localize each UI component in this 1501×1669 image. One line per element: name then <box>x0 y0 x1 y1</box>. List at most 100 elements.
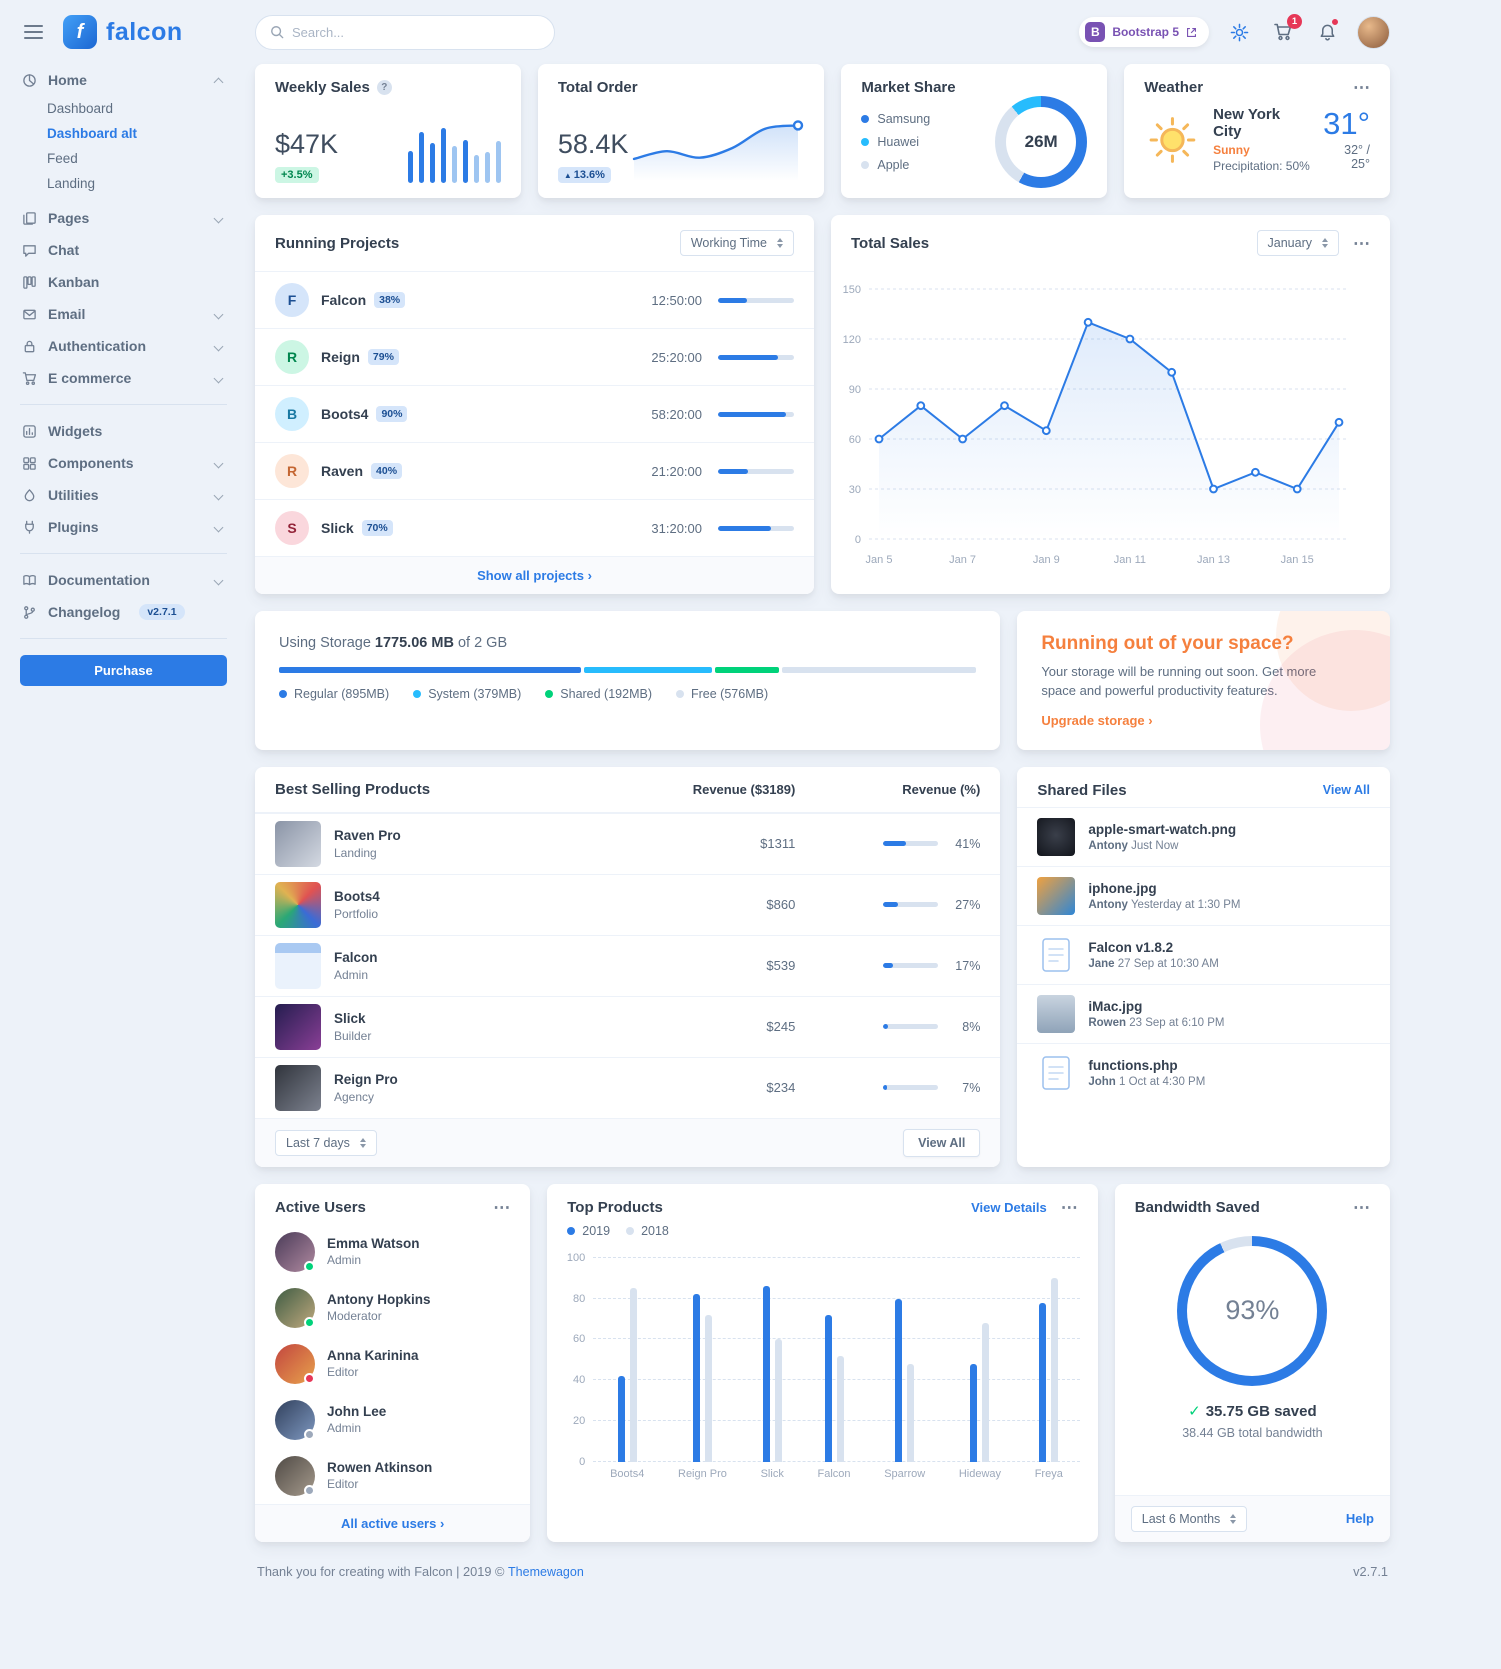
period-select[interactable]: Last 6 Months <box>1130 1505 1248 1532</box>
themewagon-link[interactable]: Themewagon <box>508 1564 584 1579</box>
project-row[interactable]: B Boots4 90% 58:20:00 <box>255 385 814 442</box>
bar-group[interactable]: Falcon <box>818 1314 851 1486</box>
legend-item[interactable]: 2018 <box>626 1224 669 1238</box>
card-menu-button[interactable]: ⋯ <box>493 1197 511 1217</box>
svg-text:60: 60 <box>849 434 861 446</box>
all-active-users-link[interactable]: All active users › <box>340 1515 445 1531</box>
project-name[interactable]: Falcon <box>321 292 367 308</box>
bootstrap-badge[interactable]: B Bootstrap 5 <box>1079 17 1209 47</box>
project-row[interactable]: S Slick 70% 31:20:00 <box>255 499 814 556</box>
search-input[interactable] <box>292 24 540 40</box>
product-name[interactable]: Reign Pro <box>334 1071 398 1087</box>
table-row[interactable]: Raven Pro Landing $1311 41% <box>255 812 1001 874</box>
list-item[interactable]: Antony Hopkins Moderator <box>255 1280 530 1336</box>
purchase-button[interactable]: Purchase <box>20 655 227 686</box>
list-item[interactable]: John Lee Admin <box>255 1392 530 1448</box>
view-all-link[interactable]: View All <box>1322 783 1370 798</box>
list-item[interactable]: iphone.jpg Antony Yesterday at 1:30 PM <box>1017 865 1390 925</box>
product-name[interactable]: Boots4 <box>334 888 380 904</box>
upgrade-storage-link[interactable]: Upgrade storage › <box>1041 712 1153 728</box>
project-row[interactable]: R Raven 40% 21:20:00 <box>255 442 814 499</box>
view-all-button[interactable]: View All <box>903 1128 981 1157</box>
list-item[interactable]: Emma Watson Admin <box>255 1224 530 1280</box>
revenue-bar <box>883 963 939 969</box>
bar-group[interactable]: Freya <box>1035 1278 1063 1486</box>
project-name[interactable]: Slick <box>321 520 354 536</box>
card-menu-button[interactable]: ⋯ <box>1353 1197 1370 1217</box>
show-all-projects-link[interactable]: Show all projects › <box>477 568 592 583</box>
list-item[interactable]: functions.php John 1 Oct at 4:30 PM <box>1017 1042 1390 1102</box>
bar-group[interactable]: Slick <box>761 1286 784 1485</box>
file-name[interactable]: iMac.jpg <box>1088 998 1143 1014</box>
sidebar-item-landing[interactable]: Landing <box>47 176 96 191</box>
table-row[interactable]: Reign Pro Agency $234 7% <box>255 1056 1001 1118</box>
project-name[interactable]: Reign <box>321 349 360 365</box>
sidebar-item-pages[interactable]: Pages <box>20 202 227 234</box>
user-name[interactable]: Rowen Atkinson <box>327 1460 433 1476</box>
file-name[interactable]: Falcon v1.8.2 <box>1088 939 1174 955</box>
sidebar-item-ecommerce[interactable]: E commerce <box>20 362 227 394</box>
bar-group[interactable]: Sparrow <box>884 1298 925 1486</box>
file-name[interactable]: apple-smart-watch.png <box>1088 821 1237 837</box>
help-link[interactable]: Help <box>1345 1511 1374 1527</box>
list-item[interactable]: apple-smart-watch.png Antony Just Now <box>1017 806 1390 866</box>
table-row[interactable]: Slick Builder $245 8% <box>255 995 1001 1057</box>
file-name[interactable]: iphone.jpg <box>1088 880 1157 896</box>
project-row[interactable]: F Falcon 38% 12:50:00 <box>255 271 814 328</box>
product-name[interactable]: Falcon <box>334 949 378 965</box>
sidebar-item-chat[interactable]: Chat <box>20 234 227 266</box>
sidebar-item-utilities[interactable]: Utilities <box>20 479 227 511</box>
project-name[interactable]: Boots4 <box>321 406 369 422</box>
working-time-select[interactable]: Working Time <box>679 230 794 256</box>
menu-toggle-button[interactable] <box>20 21 47 43</box>
user-name[interactable]: Emma Watson <box>327 1236 420 1252</box>
sidebar-item-changelog[interactable]: Changelog v2.7.1 <box>20 596 227 628</box>
list-item[interactable]: Anna Karinina Editor <box>255 1336 530 1392</box>
user-name[interactable]: Antony Hopkins <box>327 1292 431 1308</box>
sidebar-item-authentication[interactable]: Authentication <box>20 330 227 362</box>
notifications-bell-button[interactable] <box>1313 18 1341 46</box>
help-icon[interactable]: ? <box>376 80 392 95</box>
file-name[interactable]: functions.php <box>1088 1057 1178 1073</box>
sidebar-item-email[interactable]: Email <box>20 298 227 330</box>
sidebar-item-plugins[interactable]: Plugins <box>20 511 227 543</box>
project-name[interactable]: Raven <box>321 463 364 479</box>
brand-logo[interactable]: f falcon <box>63 15 183 49</box>
month-select[interactable]: January <box>1256 230 1339 256</box>
sidebar-item-documentation[interactable]: Documentation <box>20 564 227 596</box>
legend-item[interactable]: 2019 <box>567 1224 610 1238</box>
user-name[interactable]: Anna Karinina <box>327 1348 419 1364</box>
product-name[interactable]: Slick <box>334 1010 366 1026</box>
bar-group[interactable]: Hideway <box>959 1323 1001 1486</box>
search-box[interactable] <box>255 14 555 50</box>
settings-gear-button[interactable] <box>1225 18 1253 46</box>
sidebar-item-dashboard[interactable]: Dashboard <box>47 101 114 116</box>
list-item[interactable]: Falcon v1.8.2 Jane 27 Sep at 10:30 AM <box>1017 924 1390 984</box>
table-row[interactable]: Falcon Admin $539 17% <box>255 934 1001 996</box>
sidebar-item-widgets[interactable]: Widgets <box>20 415 227 447</box>
table-row[interactable]: Boots4 Portfolio $860 27% <box>255 873 1001 935</box>
user-name[interactable]: John Lee <box>327 1404 387 1420</box>
card-menu-button[interactable]: ⋯ <box>1060 1197 1078 1217</box>
card-menu-button[interactable]: ⋯ <box>1353 78 1370 97</box>
card-menu-button[interactable]: ⋯ <box>1353 233 1370 253</box>
list-item[interactable]: iMac.jpg Rowen 23 Sep at 6:10 PM <box>1017 983 1390 1043</box>
view-details-link[interactable]: View Details <box>971 1199 1047 1215</box>
sidebar-item-home[interactable]: Home <box>20 64 227 96</box>
project-row[interactable]: R Reign 79% 25:20:00 <box>255 328 814 385</box>
project-progress-badge: 70% <box>361 520 393 536</box>
date-range-select[interactable]: Last 7 days <box>275 1129 377 1156</box>
bar-group[interactable]: Boots4 <box>610 1288 644 1485</box>
sidebar-item-feed[interactable]: Feed <box>47 151 78 166</box>
product-category: Agency <box>334 1089 375 1104</box>
user-avatar[interactable] <box>1357 15 1390 49</box>
product-name[interactable]: Raven Pro <box>334 827 401 843</box>
weather-city: New York City <box>1213 106 1281 140</box>
cart-button[interactable]: 1 <box>1269 14 1302 46</box>
sidebar-item-dashboard-alt[interactable]: Dashboard alt <box>47 126 138 141</box>
sidebar-item-kanban[interactable]: Kanban <box>20 266 227 298</box>
sidebar-item-components[interactable]: Components <box>20 447 227 479</box>
bar-group[interactable]: Reign Pro <box>678 1294 727 1485</box>
list-item[interactable]: Rowen Atkinson Editor <box>255 1448 530 1504</box>
components-icon <box>23 456 36 470</box>
